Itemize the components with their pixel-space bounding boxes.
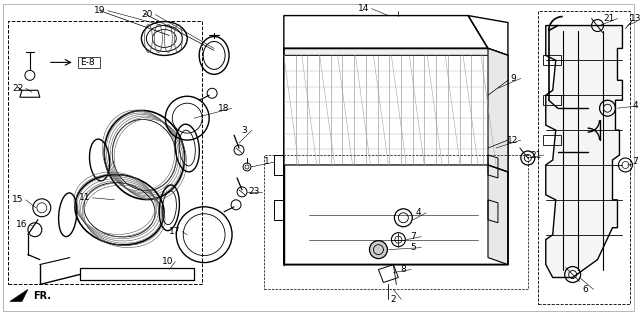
- Text: 11: 11: [79, 193, 90, 202]
- Bar: [538, 11, 630, 304]
- Text: 1: 1: [264, 158, 270, 167]
- Text: 19: 19: [94, 6, 106, 15]
- Bar: [8, 20, 202, 284]
- Text: 22: 22: [12, 84, 24, 93]
- Text: 4: 4: [632, 101, 638, 110]
- Bar: [264, 155, 528, 289]
- Bar: [543, 55, 561, 66]
- Text: 15: 15: [12, 195, 24, 204]
- Text: 10: 10: [161, 257, 173, 266]
- Text: 4: 4: [415, 208, 421, 217]
- Text: 14: 14: [358, 4, 369, 13]
- Circle shape: [369, 241, 387, 259]
- Text: 7: 7: [410, 232, 416, 241]
- Text: 2: 2: [390, 295, 396, 304]
- Text: 18: 18: [218, 104, 230, 113]
- Text: 5: 5: [410, 243, 416, 252]
- Polygon shape: [546, 26, 623, 278]
- Polygon shape: [488, 49, 508, 265]
- Bar: [543, 95, 561, 105]
- Text: 6: 6: [583, 285, 588, 294]
- Text: 13: 13: [630, 14, 640, 23]
- Text: 8: 8: [401, 265, 406, 274]
- Text: 23: 23: [248, 187, 260, 196]
- Text: 20: 20: [141, 10, 153, 19]
- Bar: [77, 57, 100, 68]
- Text: FR.: FR.: [33, 291, 51, 301]
- Text: 21: 21: [530, 151, 541, 159]
- Bar: [543, 135, 561, 145]
- Text: 16: 16: [16, 220, 28, 229]
- Text: 7: 7: [632, 158, 638, 167]
- Text: 21: 21: [604, 14, 615, 23]
- Text: 12: 12: [508, 135, 518, 145]
- Text: 9: 9: [510, 74, 516, 83]
- Polygon shape: [284, 49, 508, 55]
- Text: 3: 3: [241, 126, 247, 135]
- Text: E-8: E-8: [81, 58, 95, 67]
- Text: 17: 17: [168, 227, 180, 236]
- Polygon shape: [10, 289, 28, 301]
